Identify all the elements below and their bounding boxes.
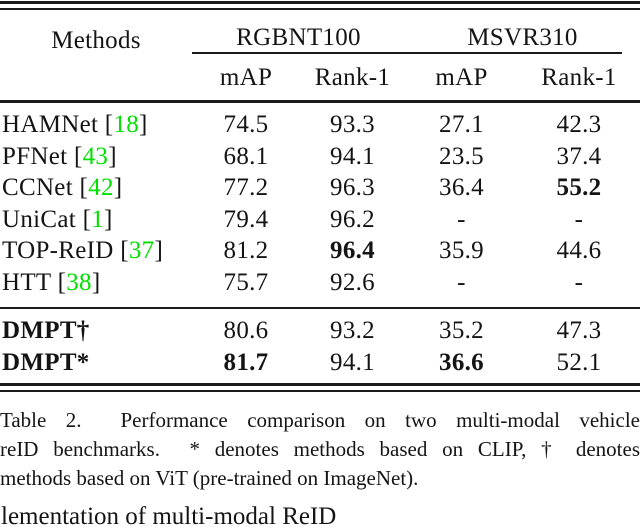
bracket-close: ] [108,143,117,170]
bracket-open: [ [104,111,114,138]
table-row: HAMNet [18] 74.5 93.3 27.1 42.3 [0,108,640,141]
method-cell: UniCat [1] [0,203,194,236]
value-cell-best: 81.7 [223,349,269,376]
subheader-row: mAP Rank-1 mAP Rank-1 [0,61,640,94]
bracket-close: ] [104,206,113,233]
caption-line: Table 2. Performance comparison on two m… [0,408,640,432]
value-cell: - [457,206,466,233]
value-cell: 42.3 [556,111,602,138]
caption-line: reID benchmarks. * denotes methods based… [0,437,640,461]
subheader-rank1: Rank-1 [541,64,617,91]
value-cell: 93.2 [330,317,375,344]
subheader-rank1: Rank-1 [314,64,391,91]
caption-line: methods based on ViT (pre-trained on Ima… [0,466,419,490]
citation-link[interactable]: 38 [66,269,92,296]
value-cell: 52.1 [556,349,602,376]
bracket-open: [ [73,143,83,170]
value-cell-best: 55.2 [556,174,602,201]
table-caption: Table 2. Performance comparison on two m… [0,406,640,493]
citation: [37] [120,237,163,264]
value-cell: - [457,269,466,296]
table-bottomrule-thick [0,383,640,386]
citation: [38] [58,269,101,296]
table-midrule [0,307,640,309]
bracket-open: [ [120,237,129,264]
table-cmidrule [192,52,622,54]
value-cell: 23.5 [439,143,484,170]
value-cell: 92.6 [330,269,375,296]
table-toprule-thin [0,8,640,10]
citation: [1] [83,206,113,233]
citation: [42] [80,174,123,201]
value-cell: 36.4 [439,174,484,201]
value-cell: 96.3 [330,174,375,201]
table-row: CCNet [42] 77.2 96.3 36.4 55.2 [0,171,640,204]
value-cell: 94.1 [330,143,375,170]
value-cell-best: 36.6 [439,349,484,376]
value-cell: 47.3 [556,317,602,344]
method-name: HTT [2,269,52,296]
citation-link[interactable]: 43 [82,143,109,170]
bracket-open: [ [57,269,67,296]
bracket-close: ] [139,111,148,138]
column-group-rgbnt100: RGBNT100 [236,24,361,51]
bracket-open: [ [79,174,89,201]
value-cell: - [574,269,584,296]
subheader-map: mAP [435,64,488,91]
method-cell: CCNet [42] [0,171,194,204]
bracket-close: ] [91,269,101,296]
method-name: DMPT† [2,317,90,344]
bracket-close: ] [113,174,123,201]
citation-link[interactable]: 18 [113,111,140,138]
value-cell: 35.9 [439,237,484,264]
method-name: HAMNet [2,111,99,138]
value-cell: 75.7 [223,269,269,296]
value-cell: 44.6 [556,237,602,264]
table-row: PFNet [43] 68.1 94.1 23.5 37.4 [0,140,640,173]
column-header-methods: Methods [51,27,141,54]
value-cell: 79.4 [223,206,269,233]
value-cell: 37.4 [556,143,602,170]
method-cell: HTT [38] [0,266,194,299]
value-cell: 27.1 [439,111,484,138]
value-cell: 80.6 [223,317,269,344]
table-toprule-thick [0,1,640,4]
value-cell: 77.2 [223,174,269,201]
bracket-open: [ [82,206,92,233]
table-bottomrule-thin [0,390,640,392]
method-cell: HAMNet [18] [0,108,194,141]
value-cell: 81.2 [223,237,269,264]
value-cell-best: 96.4 [330,237,375,264]
table-header-rule [0,100,640,103]
column-group-msvr310: MSVR310 [467,24,578,51]
table-row: TOP-ReID [37] 81.2 96.4 35.9 44.6 [0,234,640,267]
value-cell: 93.3 [330,111,375,138]
table-row-ours: DMPT† 80.6 93.2 35.2 47.3 [0,314,640,347]
table-row: UniCat [1] 79.4 96.2 - - [0,203,640,236]
method-name: UniCat [2,206,77,233]
value-cell: 96.2 [330,206,375,233]
table-row-ours: DMPT* 81.7 94.1 36.6 52.1 [0,346,640,379]
citation-link[interactable]: 42 [88,174,114,201]
bracket-close: ] [154,237,164,264]
subheader-map: mAP [219,64,273,91]
value-cell: 68.1 [223,143,269,170]
method-name: DMPT* [2,349,90,376]
method-cell: TOP-ReID [37] [0,234,194,267]
method-cell: PFNet [43] [0,140,194,173]
cropped-body-text: lementation of multi-modal ReID [1,503,337,527]
table-row: HTT [38] 75.7 92.6 - - [0,266,640,299]
citation-link[interactable]: 1 [91,206,105,233]
citation: [18] [105,111,148,138]
value-cell: - [574,206,584,233]
method-name: PFNet [2,143,68,170]
value-cell: 74.5 [223,111,269,138]
value-cell: 94.1 [330,349,375,376]
citation: [43] [74,143,117,170]
citation-link[interactable]: 37 [128,237,155,264]
value-cell: 35.2 [439,317,484,344]
method-name: TOP-ReID [2,237,114,264]
method-name: CCNet [2,174,73,201]
